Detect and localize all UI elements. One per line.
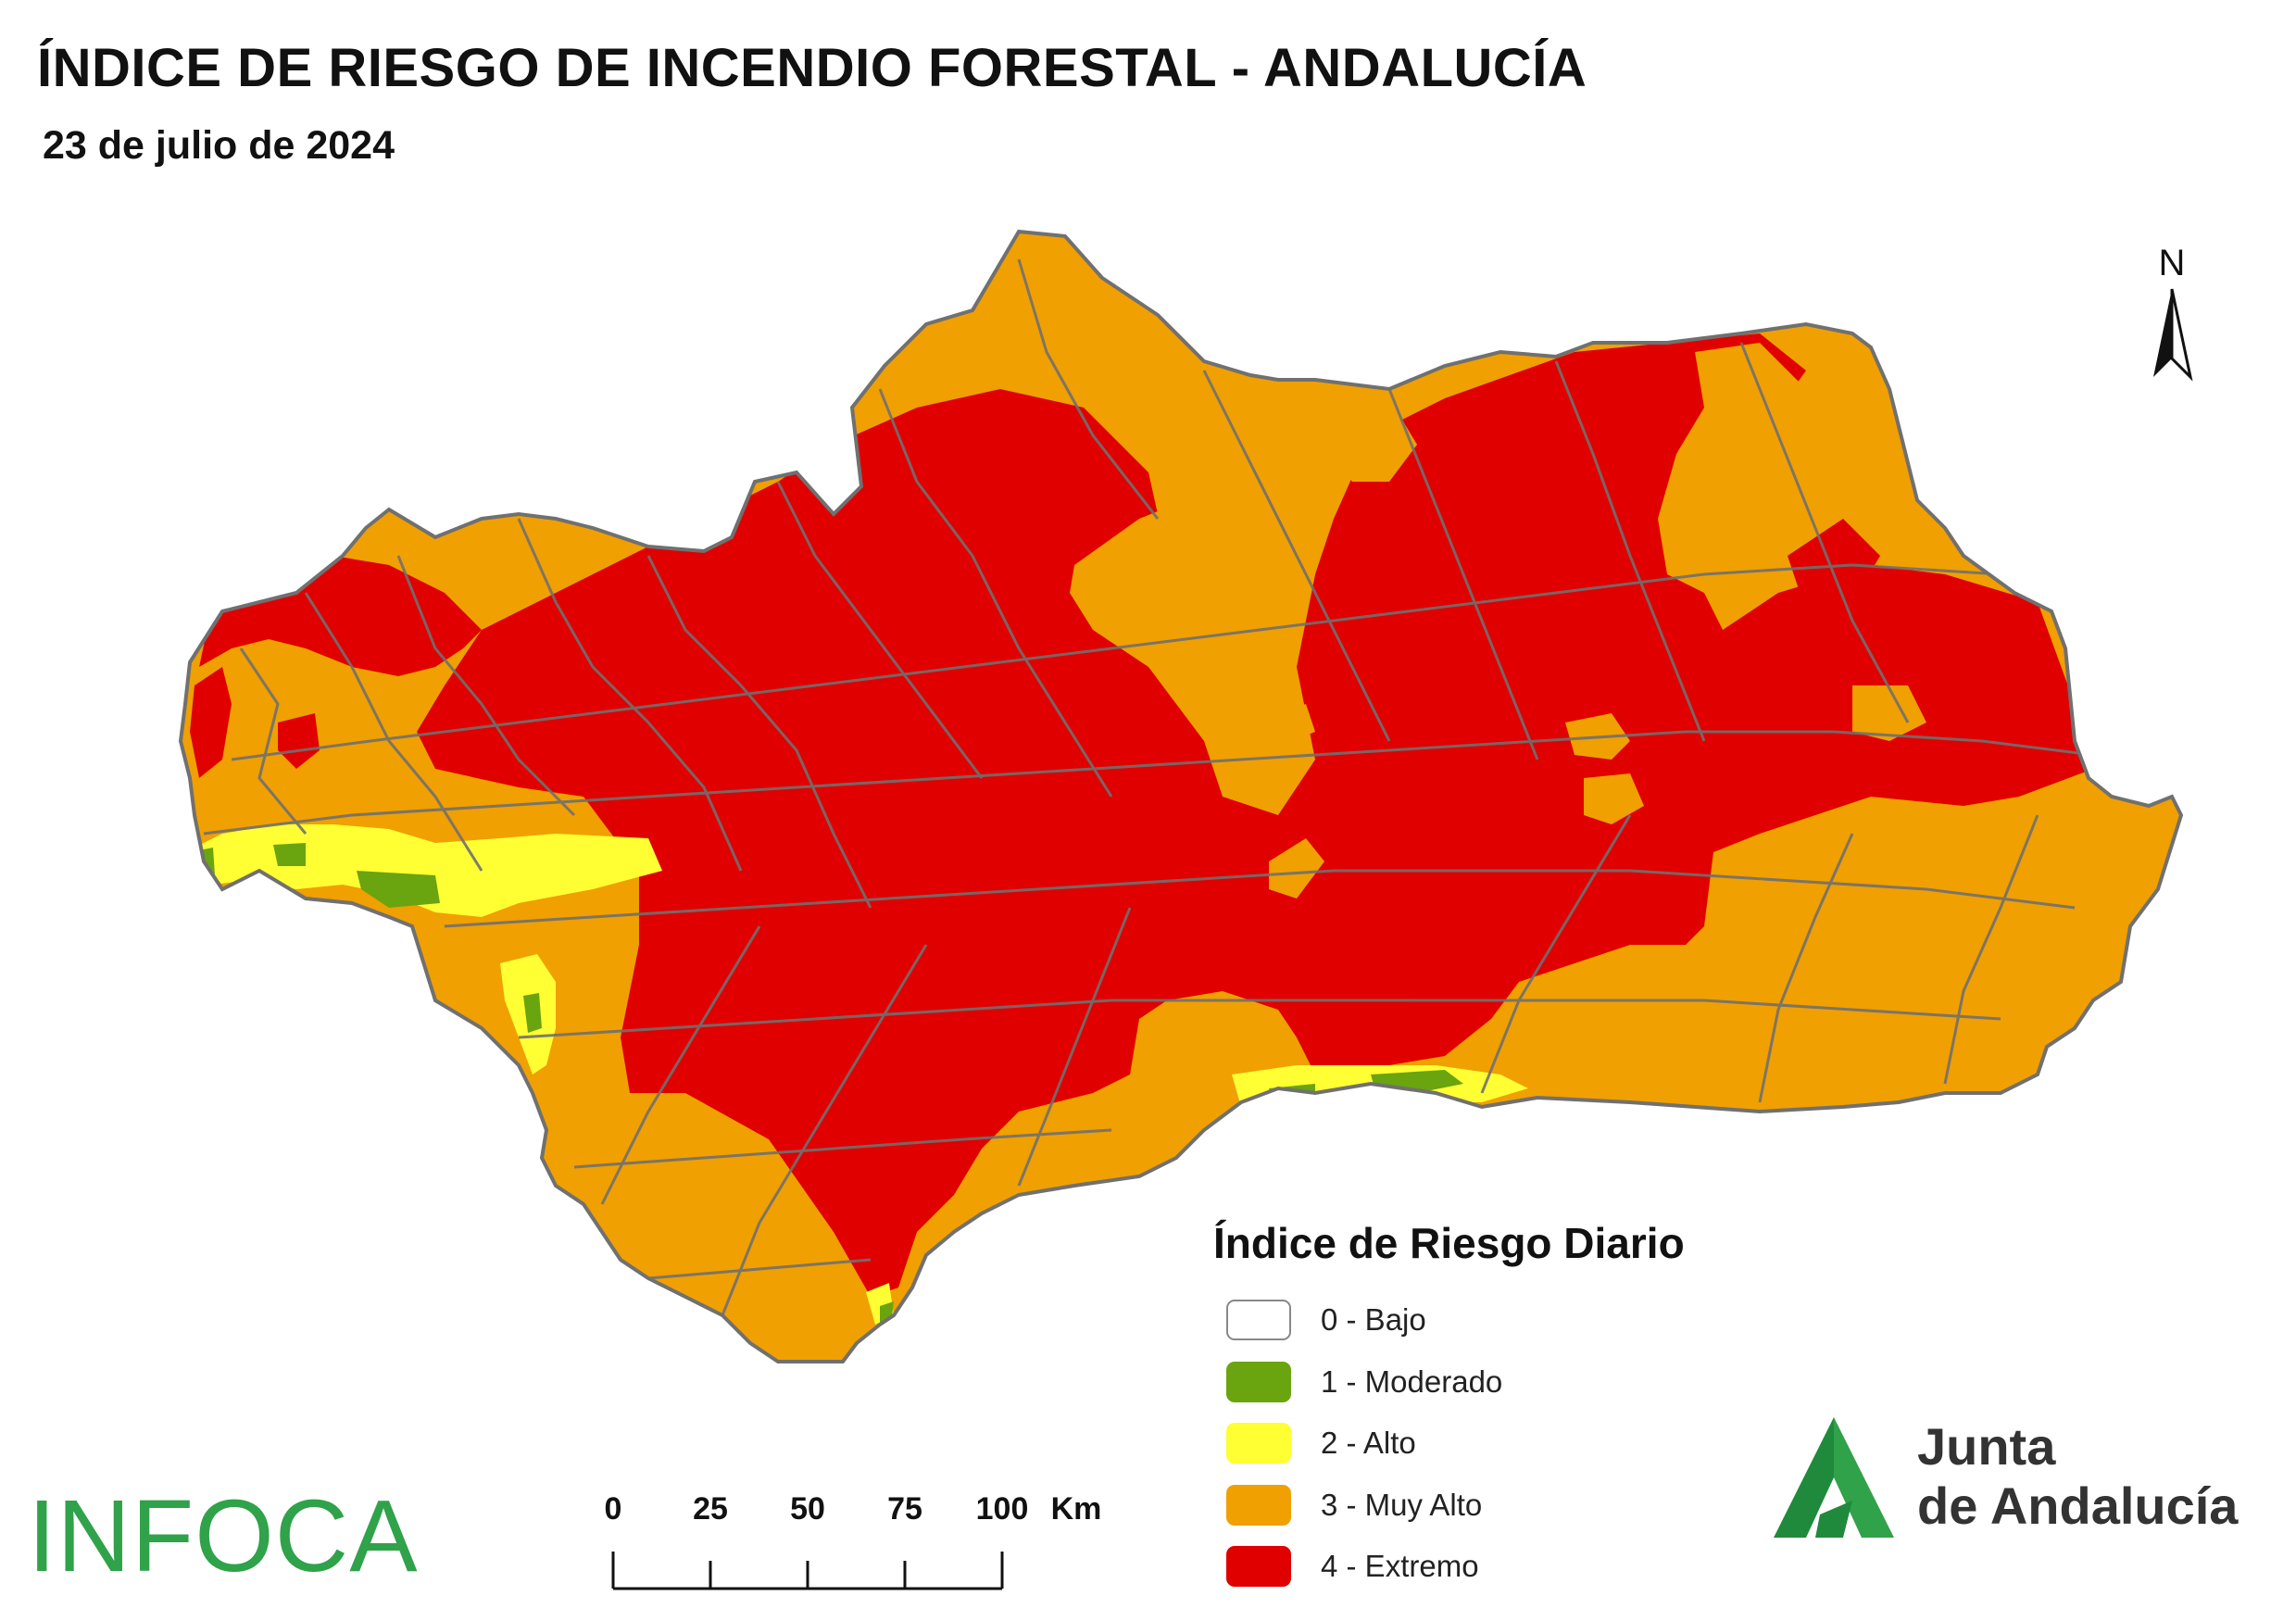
scale-bar: 0 25 50 75 100 Km: [593, 1491, 1130, 1593]
scale-tick-0: 0: [604, 1491, 622, 1527]
junta-andalucia-logo-icon: [1774, 1417, 1894, 1538]
legend-label-extremo: 4 - Extremo: [1321, 1549, 1479, 1583]
scale-tick-25: 25: [693, 1491, 728, 1527]
legend-swatch-extremo: [1226, 1546, 1291, 1587]
legend-label-muy-alto: 3 - Muy Alto: [1321, 1488, 1483, 1522]
junta-andalucia-text: Junta de Andalucía: [1917, 1417, 2238, 1536]
legend-label-alto: 2 - Alto: [1321, 1426, 1416, 1460]
legend-swatch-moderado: [1226, 1362, 1291, 1402]
scale-tick-75: 75: [887, 1491, 922, 1527]
legend-swatch-alto: [1226, 1423, 1291, 1464]
legend-item-alto: 2 - Alto: [1226, 1420, 1416, 1466]
legend-label-moderado: 1 - Moderado: [1321, 1364, 1503, 1399]
legend-item-bajo: 0 - Bajo: [1226, 1297, 1426, 1343]
map-date: 23 de julio de 2024: [43, 123, 395, 168]
infoca-logo: INFOCA: [28, 1479, 419, 1593]
north-arrow-icon: [2153, 288, 2193, 382]
legend-item-extremo: 4 - Extremo: [1226, 1543, 1479, 1590]
legend: Índice de Riesgo Diario 0 - Bajo 1 - Mod…: [1213, 1218, 1806, 1587]
scale-bar-line: [611, 1552, 1004, 1590]
legend-item-moderado: 1 - Moderado: [1226, 1359, 1502, 1405]
legend-title: Índice de Riesgo Diario: [1213, 1219, 1685, 1267]
scale-tick-50: 50: [790, 1491, 825, 1527]
legend-swatch-muy-alto: [1226, 1485, 1291, 1526]
north-label: N: [2158, 243, 2186, 283]
junta-text-line1: Junta: [1917, 1417, 2056, 1476]
junta-text-line2: de Andalucía: [1917, 1476, 2239, 1535]
scale-unit: Km: [1050, 1491, 1102, 1527]
legend-swatch-bajo: [1226, 1300, 1291, 1340]
legend-label-bajo: 0 - Bajo: [1321, 1302, 1426, 1337]
map-title: ÍNDICE DE RIESGO DE INCENDIO FORESTAL - …: [37, 38, 1587, 98]
scale-tick-100: 100: [975, 1491, 1029, 1527]
legend-item-muy-alto: 3 - Muy Alto: [1226, 1482, 1482, 1528]
